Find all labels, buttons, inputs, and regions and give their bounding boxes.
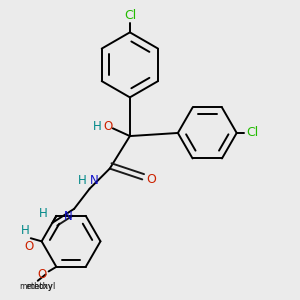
Text: H: H	[20, 224, 29, 237]
Text: O: O	[103, 120, 113, 133]
Text: O: O	[25, 240, 34, 253]
Text: Cl: Cl	[124, 8, 136, 22]
Text: Cl: Cl	[246, 127, 258, 140]
Text: H: H	[93, 120, 102, 133]
Text: O: O	[146, 173, 156, 186]
Text: N: N	[64, 210, 73, 224]
Text: N: N	[90, 174, 98, 187]
Text: H: H	[39, 207, 48, 220]
Text: O: O	[38, 268, 47, 281]
Text: methyl: methyl	[26, 282, 56, 291]
Text: H: H	[78, 174, 86, 187]
Text: methoxy: methoxy	[20, 282, 53, 291]
